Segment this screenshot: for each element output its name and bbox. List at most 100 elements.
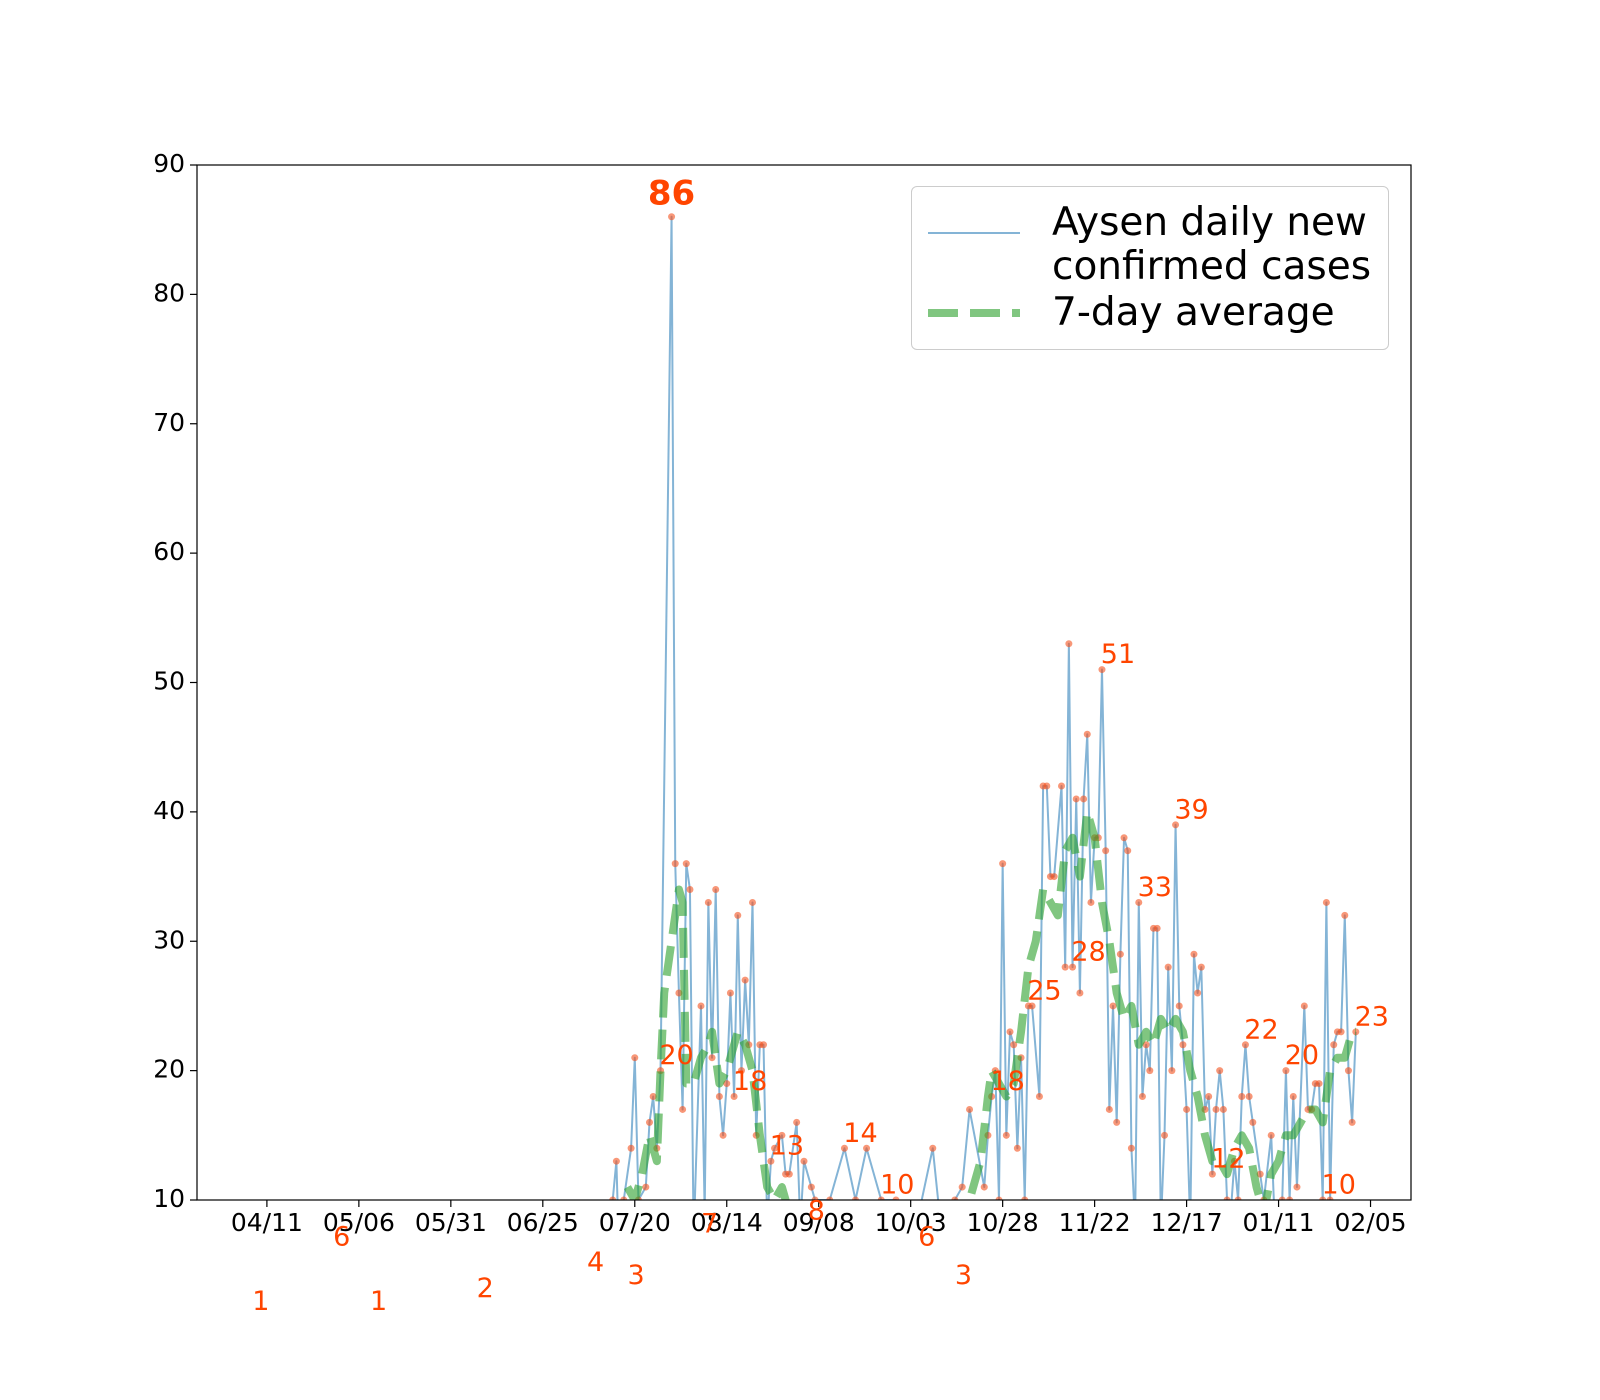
x-tick-label: 05/31 <box>415 1208 487 1237</box>
marker <box>778 1131 786 1139</box>
marker <box>1098 666 1106 674</box>
marker <box>1021 1196 1029 1200</box>
data-label: 39 <box>1174 794 1208 825</box>
marker <box>800 1157 808 1165</box>
marker <box>1116 950 1124 958</box>
marker <box>1061 963 1069 971</box>
marker <box>1319 1196 1327 1200</box>
marker <box>1050 873 1058 881</box>
marker <box>748 898 756 906</box>
x-tick-label: 04/11 <box>231 1208 303 1237</box>
marker <box>712 886 720 893</box>
marker <box>697 1002 705 1010</box>
legend-label: 7-day average <box>1052 290 1335 335</box>
x-tick-label: 06/25 <box>507 1208 579 1237</box>
marker <box>1135 898 1143 906</box>
marker <box>1006 1028 1014 1036</box>
marker <box>359 1313 366 1320</box>
data-label: 12 <box>1211 1144 1245 1175</box>
marker <box>1227 1209 1234 1216</box>
data-label: 10 <box>1322 1170 1356 1201</box>
y-tick-label: 30 <box>153 925 185 954</box>
marker <box>1124 847 1132 855</box>
marker <box>840 1144 848 1152</box>
marker <box>1330 1041 1338 1049</box>
marker <box>1315 1080 1323 1088</box>
y-tick-label: 70 <box>153 408 185 437</box>
x-tick-label: 05/06 <box>323 1208 395 1237</box>
marker <box>620 1196 628 1200</box>
marker <box>785 1170 793 1178</box>
marker <box>715 1093 723 1100</box>
data-label: 2 <box>477 1273 494 1304</box>
y-tick-label: 50 <box>153 667 185 696</box>
marker <box>958 1183 966 1191</box>
marker <box>726 989 734 997</box>
marker <box>771 1144 779 1152</box>
marker <box>1083 730 1091 738</box>
marker <box>951 1196 959 1200</box>
data-label: 1 <box>370 1286 387 1317</box>
marker <box>1102 847 1110 855</box>
marker <box>852 1196 860 1200</box>
data-label: 13 <box>770 1131 804 1162</box>
marker <box>980 1183 988 1191</box>
marker <box>793 1118 801 1126</box>
marker <box>723 1080 731 1088</box>
marker <box>627 1144 635 1152</box>
marker <box>999 860 1007 868</box>
marker <box>1120 834 1128 842</box>
marker <box>807 1183 815 1191</box>
x-tick-label: 02/05 <box>1335 1208 1407 1237</box>
marker <box>1164 963 1172 971</box>
marker <box>1080 795 1088 803</box>
marker <box>737 1067 745 1075</box>
marker <box>1043 782 1051 790</box>
marker <box>612 1157 620 1165</box>
data-label: 14 <box>843 1118 877 1149</box>
x-tick-label: 01/11 <box>1243 1208 1315 1237</box>
marker <box>1234 1196 1242 1200</box>
marker <box>1076 989 1084 997</box>
marker <box>760 1041 768 1049</box>
data-label: 4 <box>587 1247 604 1278</box>
marker <box>1161 1131 1169 1139</box>
marker <box>1278 1196 1286 1200</box>
marker <box>671 860 679 868</box>
marker <box>1142 1041 1150 1049</box>
marker <box>708 1054 716 1062</box>
x-tick-label: 07/20 <box>599 1208 671 1237</box>
marker <box>686 886 694 893</box>
data-label: 28 <box>1071 937 1105 968</box>
marker <box>1028 1002 1036 1010</box>
data-label: 20 <box>659 1040 693 1071</box>
marker <box>907 1248 914 1255</box>
marker <box>1138 1093 1146 1100</box>
marker <box>1300 1002 1308 1010</box>
data-label: 51 <box>1101 639 1135 670</box>
marker <box>1326 1196 1334 1200</box>
marker <box>322 1248 329 1255</box>
marker <box>704 898 712 906</box>
marker <box>764 1222 771 1229</box>
data-label: 86 <box>648 173 695 213</box>
y-tick-label: 80 <box>153 278 185 307</box>
marker <box>1153 924 1161 932</box>
marker <box>767 1157 775 1165</box>
marker <box>617 1287 624 1294</box>
marker <box>1069 963 1077 971</box>
data-label: 33 <box>1138 872 1172 903</box>
marker <box>1013 1144 1021 1152</box>
marker <box>645 1118 653 1126</box>
legend-swatch <box>928 232 1020 234</box>
x-tick-label: 08/14 <box>691 1208 763 1237</box>
annotations: 10 20 30 40 50 60 70 80 90 04/11 05/06 05/31 06/25 07… <box>153 149 1406 1317</box>
marker <box>1293 1183 1301 1191</box>
y-tick-label: 10 <box>153 1184 185 1213</box>
marker <box>1241 1041 1249 1049</box>
marker <box>1113 1118 1121 1126</box>
y-tick-label: 60 <box>153 537 185 566</box>
y-tick-label: 40 <box>153 796 185 825</box>
marker <box>1168 1067 1176 1075</box>
